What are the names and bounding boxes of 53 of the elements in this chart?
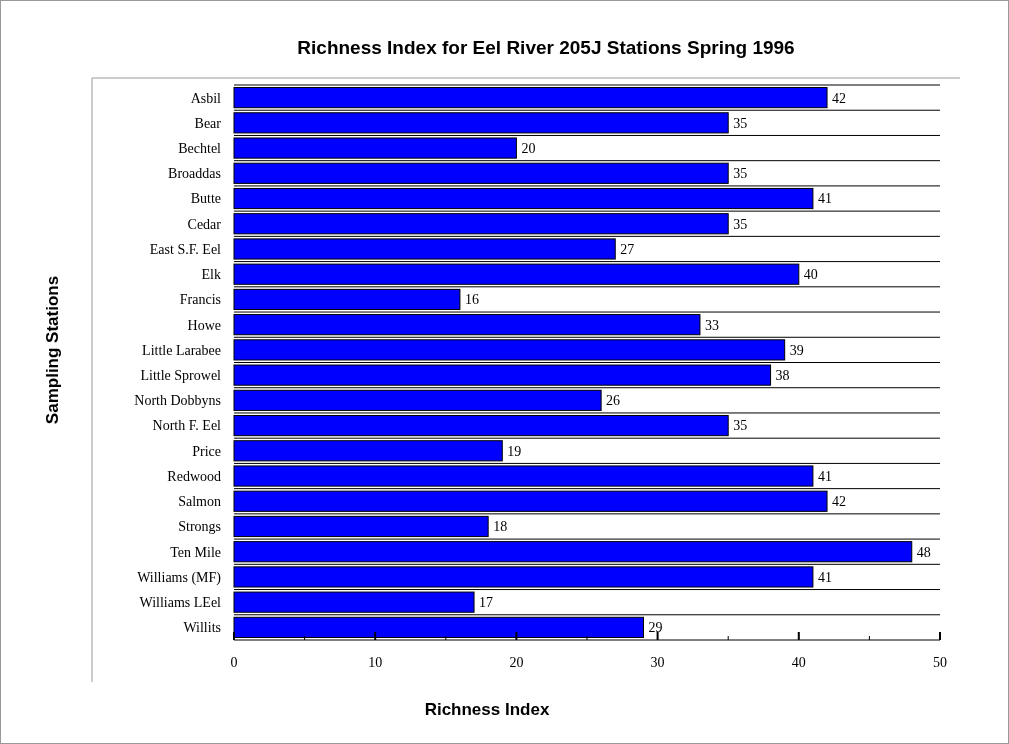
y-tick-label: Salmon xyxy=(178,494,221,510)
data-label: 17 xyxy=(479,595,494,611)
y-tick-label: Cedar xyxy=(187,216,222,232)
y-tick-label: Redwood xyxy=(167,468,221,484)
y-tick-label: East S.F. Eel xyxy=(149,241,222,257)
y-tick-label: Willits xyxy=(183,620,221,636)
chart-title: Richness Index for Eel River 205J Stations Spring 1996 xyxy=(297,37,795,58)
x-axis-title: Richness Index xyxy=(424,700,550,719)
data-label: 20 xyxy=(521,140,536,156)
x-tick-label: 50 xyxy=(933,655,947,670)
y-tick-label: North F. Eel xyxy=(152,418,222,434)
data-label: 29 xyxy=(648,620,663,636)
y-tick-label: Bechtel xyxy=(178,140,222,156)
data-label: 19 xyxy=(507,443,522,459)
data-label: 39 xyxy=(789,342,804,358)
y-tick-label: Williams LEel xyxy=(139,595,222,611)
data-label: 48 xyxy=(916,544,931,560)
y-axis-title: Sampling Stations xyxy=(43,275,62,425)
x-tick-label: 40 xyxy=(791,655,806,670)
data-label: 38 xyxy=(775,368,790,384)
data-label: 26 xyxy=(606,393,621,409)
y-tick-label: Broaddas xyxy=(168,166,221,182)
data-label: 16 xyxy=(464,292,479,308)
data-label: 35 xyxy=(733,418,748,434)
x-tick-label: 20 xyxy=(509,655,524,670)
x-tick-label: 30 xyxy=(650,655,665,670)
data-label: 35 xyxy=(733,166,748,182)
data-label: 35 xyxy=(733,115,748,131)
data-label: 42 xyxy=(832,494,847,510)
data-label: 41 xyxy=(817,191,832,207)
data-label: 40 xyxy=(803,267,818,283)
y-tick-label: North Dobbyns xyxy=(134,393,221,409)
y-tick-label: Bear xyxy=(194,115,222,131)
data-label: 41 xyxy=(817,468,832,484)
x-tick-label: 0 xyxy=(230,655,238,670)
y-tick-label: Asbil xyxy=(190,90,222,106)
y-tick-label: Francis xyxy=(179,292,221,308)
y-tick-label: Little Larabee xyxy=(142,342,221,358)
y-tick-label: Williams (MF) xyxy=(137,569,222,586)
y-tick-label: Elk xyxy=(201,267,221,283)
y-tick-label: Little Sprowel xyxy=(140,368,222,384)
data-label: 42 xyxy=(832,90,847,106)
y-tick-label: Ten Mile xyxy=(170,544,221,560)
x-tick-label: 10 xyxy=(368,655,383,670)
data-label: 33 xyxy=(704,317,719,333)
y-tick-label: Price xyxy=(192,443,221,459)
data-label: 41 xyxy=(817,569,832,585)
y-tick-label: Howe xyxy=(187,317,221,333)
y-tick-label: Butte xyxy=(190,191,221,207)
y-tick-label: Strongs xyxy=(178,519,221,535)
data-label: 27 xyxy=(620,241,635,257)
data-label: 18 xyxy=(493,519,508,535)
data-label: 35 xyxy=(733,216,748,232)
